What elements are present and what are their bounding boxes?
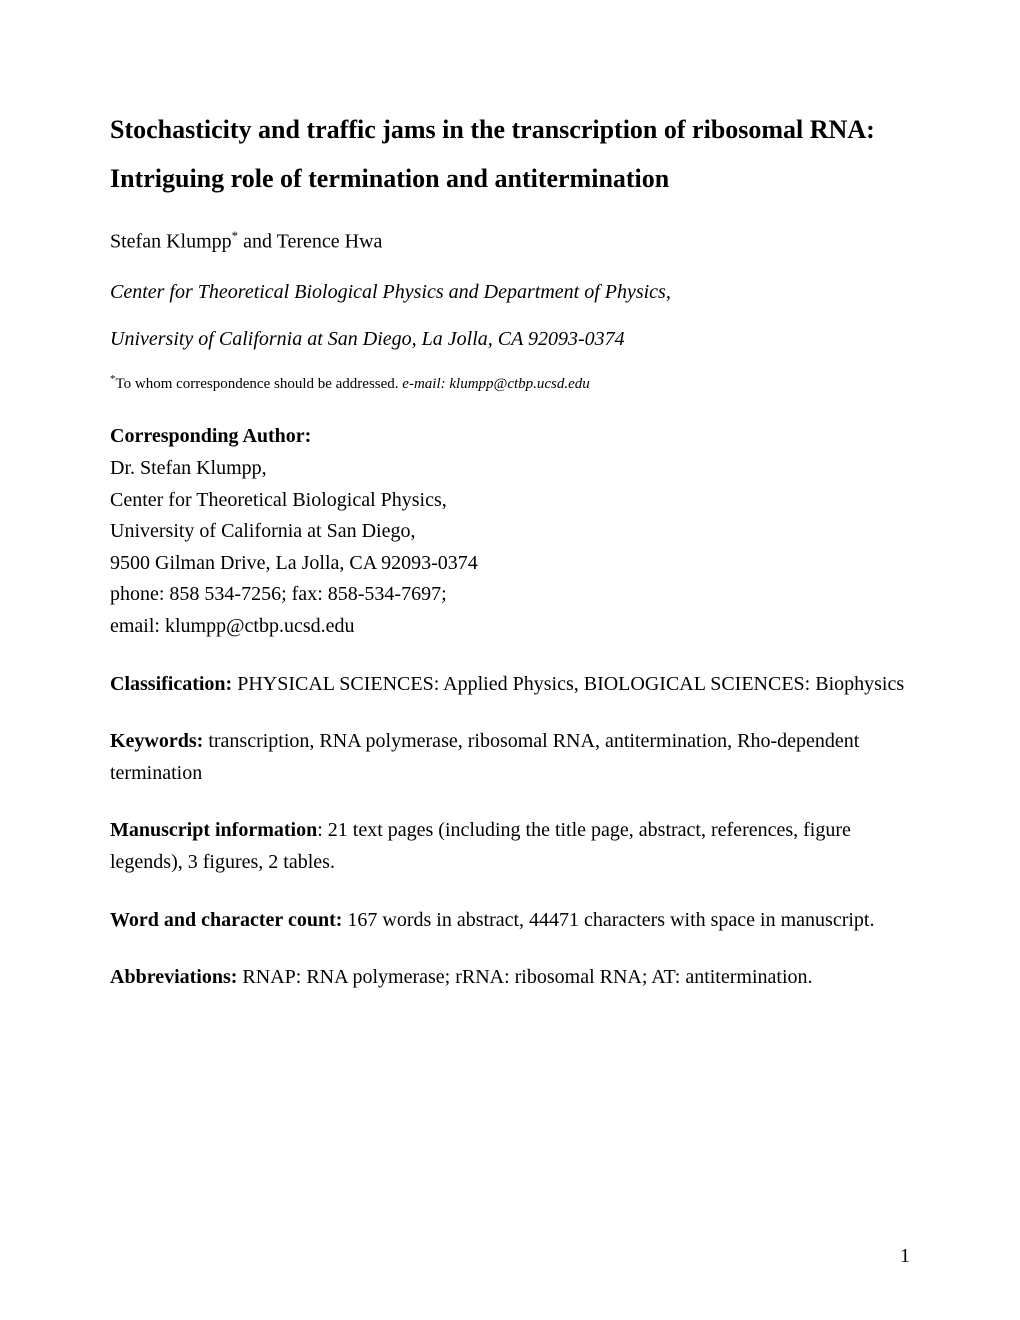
corr-author-addr: 9500 Gilman Drive, La Jolla, CA 92093-03… <box>110 548 910 580</box>
classification-text: PHYSICAL SCIENCES: Applied Physics, BIOL… <box>232 673 904 695</box>
author-1: Stefan Klumpp <box>110 230 232 252</box>
affiliation-line-2: University of California at San Diego, L… <box>110 328 910 351</box>
corr-author-email: email: klumpp@ctbp.ucsd.edu <box>110 611 910 643</box>
corr-author-inst: Center for Theoretical Biological Physic… <box>110 485 910 517</box>
corr-author-name: Dr. Stefan Klumpp, <box>110 453 910 485</box>
manuscript-info-label: Manuscript information <box>110 819 317 841</box>
classification-section: Classification: PHYSICAL SCIENCES: Appli… <box>110 669 910 701</box>
author-conjunction: and <box>238 230 277 252</box>
corr-author-label: Corresponding Author: <box>110 421 910 453</box>
authors-line: Stefan Klumpp* and Terence Hwa <box>110 228 910 254</box>
correspondence-prefix: To whom correspondence should be address… <box>116 376 403 392</box>
abbreviations-section: Abbreviations: RNAP: RNA polymerase; rRN… <box>110 962 910 994</box>
classification-label: Classification: <box>110 673 232 695</box>
paper-title: Stochasticity and traffic jams in the tr… <box>110 105 910 204</box>
page-number: 1 <box>900 1245 910 1268</box>
word-count-text: 167 words in abstract, 44471 characters … <box>342 909 874 931</box>
author-2: Terence Hwa <box>277 230 383 252</box>
word-count-label: Word and character count: <box>110 909 342 931</box>
corr-author-univ: University of California at San Diego, <box>110 516 910 548</box>
corr-author-phone: phone: 858 534-7256; fax: 858-534-7697; <box>110 579 910 611</box>
corresponding-author-block: Corresponding Author: Dr. Stefan Klumpp,… <box>110 421 910 642</box>
abbreviations-text: RNAP: RNA polymerase; rRNA: ribosomal RN… <box>237 966 812 988</box>
abbreviations-label: Abbreviations: <box>110 966 237 988</box>
correspondence-note: *To whom correspondence should be addres… <box>110 373 910 393</box>
keywords-label: Keywords: <box>110 730 203 752</box>
correspondence-email: e-mail: klumpp@ctbp.ucsd.edu <box>402 376 590 392</box>
keywords-section: Keywords: transcription, RNA polymerase,… <box>110 726 910 789</box>
word-count-section: Word and character count: 167 words in a… <box>110 905 910 937</box>
keywords-text: transcription, RNA polymerase, ribosomal… <box>110 730 859 784</box>
affiliation-line-1: Center for Theoretical Biological Physic… <box>110 281 910 304</box>
manuscript-info-section: Manuscript information: 21 text pages (i… <box>110 815 910 878</box>
